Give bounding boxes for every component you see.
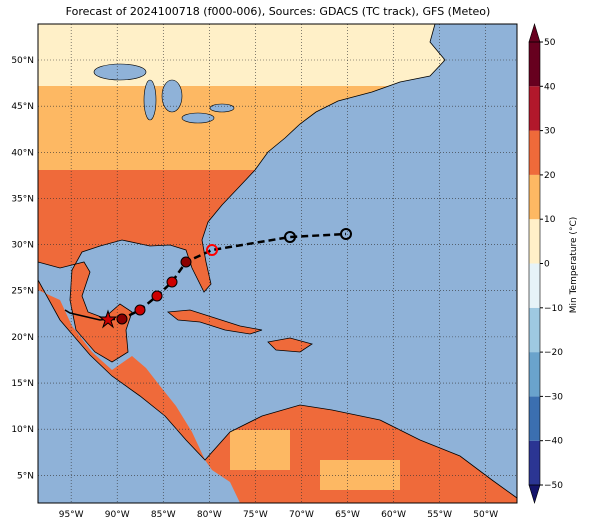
lon-label: 65°W [335,510,360,520]
lat-label: 40°N [11,148,34,158]
lat-label: 15°N [11,379,34,389]
colorbar-tick-label: −40 [544,437,563,447]
colorbar-tick-label: 50 [544,38,556,48]
lon-label: 60°W [381,510,406,520]
colorbar-band [529,396,540,441]
colorbar-band [529,174,540,220]
lon-label: 90°W [105,510,130,520]
colorbar-tick-label: 30 [544,127,556,137]
colorbar-band [529,219,540,264]
colorbar-tick-label: 40 [544,82,556,92]
lon-label: 55°W [427,510,452,520]
lon-label: 75°W [243,510,268,520]
lat-label: 10°N [11,425,34,435]
colorbar-tick-label: −30 [544,392,563,402]
colorbar-band [529,352,540,397]
lon-label: 70°W [289,510,314,520]
coastline [37,23,518,499]
colorbar-label: Min Temperature (°C) [569,217,579,314]
lat-label: 20°N [11,333,34,343]
colorbar-band [529,130,540,175]
colorbar-tick-label: 20 [544,171,556,181]
colorbar-tick-label: −20 [544,348,563,358]
colorbar-band [529,307,540,353]
lat-label: 50°N [11,56,34,66]
colorbar-band [529,440,540,485]
colorbar-tick-label: 0 [544,260,550,270]
lat-label: 5°N [17,471,34,481]
colorbar-tick-label: −50 [544,481,563,491]
colorbar-extend-high [528,22,541,43]
map-frame [37,23,518,504]
colorbar-band [529,42,540,87]
colorbar-tick-label: −10 [544,304,563,314]
colorbar-band [529,86,540,131]
lat-label: 25°N [11,287,34,297]
colorbar-tick-label: 10 [544,215,556,225]
storm-track [64,228,352,329]
lon-label: 95°W [59,510,84,520]
colorbar-band [529,263,540,308]
lon-label: 50°W [473,510,498,520]
title: Forecast of 2024100718 (f000-006), Sourc… [66,5,491,18]
graticule [38,24,517,503]
colorbar: −50 −40 −30 −20 −10 0 10 20 30 40 50 [528,22,563,505]
lat-label: 35°N [11,194,34,204]
lon-label: 80°W [197,510,222,520]
colorbar-extend-low [528,484,541,505]
lon-label: 85°W [151,510,176,520]
lat-label: 45°N [11,102,34,112]
lat-label: 30°N [11,241,34,251]
